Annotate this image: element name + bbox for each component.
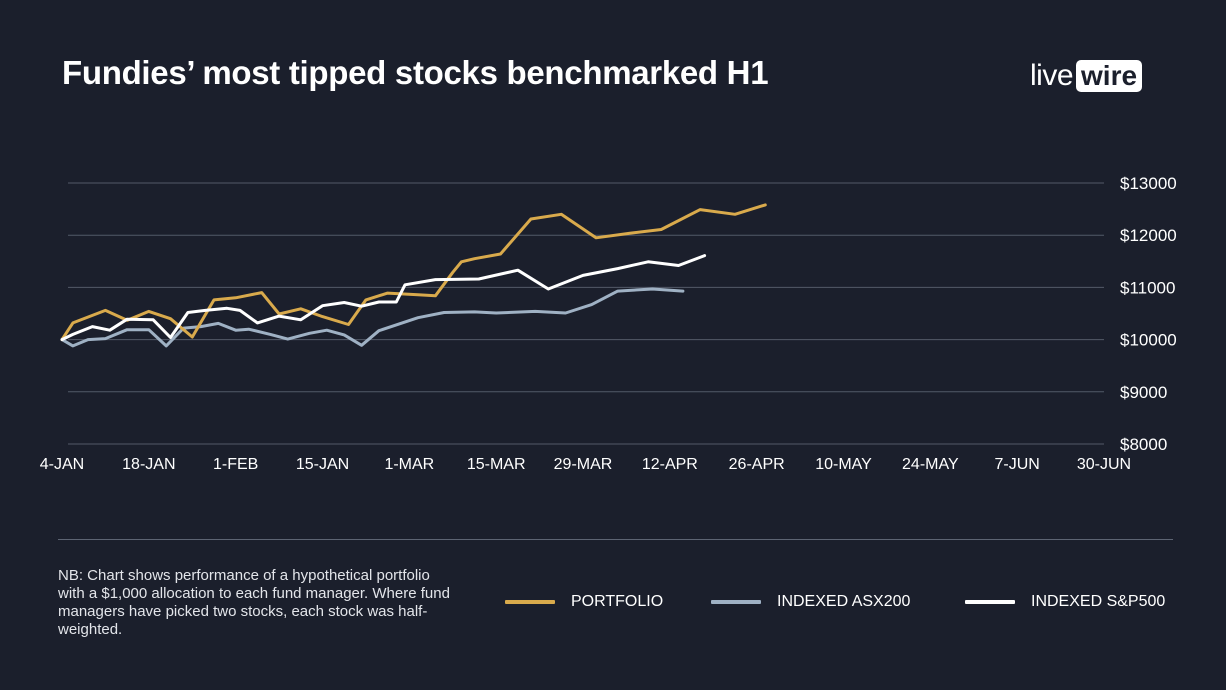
x-tick-label: 24-MAY xyxy=(902,456,959,473)
x-tick-label: 30-JUN xyxy=(1077,456,1131,473)
y-tick-label: $9000 xyxy=(1120,383,1167,402)
x-tick-label: 29-MAR xyxy=(554,456,613,473)
x-tick-label: 15-MAR xyxy=(467,456,526,473)
series-line-indexed-s-p500 xyxy=(60,254,707,342)
legend-swatch-portfolio xyxy=(505,600,555,604)
x-tick-label: 1-MAR xyxy=(384,456,434,473)
x-tick-label: 26-APR xyxy=(729,456,785,473)
series-line-indexed-asx200 xyxy=(60,287,685,348)
y-tick-label: $12000 xyxy=(1120,226,1177,245)
y-tick-label: $11000 xyxy=(1120,278,1175,297)
logo-live-text: live xyxy=(1030,59,1074,92)
legend-item-portfolio: PORTFOLIO xyxy=(505,592,663,612)
x-tick-label: 12-APR xyxy=(642,456,698,473)
x-tick-label: 4-JAN xyxy=(40,456,84,473)
legend-swatch-asx200 xyxy=(711,600,761,604)
legend-swatch-sp500 xyxy=(965,600,1015,604)
x-tick-label: 10-MAY xyxy=(815,456,872,473)
y-tick-label: $13000 xyxy=(1120,174,1177,193)
x-tick-label: 7-JUN xyxy=(994,456,1039,473)
x-tick-label: 1-FEB xyxy=(213,456,258,473)
chart-title: Fundies’ most tipped stocks benchmarked … xyxy=(62,54,769,91)
y-tick-label: $10000 xyxy=(1120,331,1177,350)
series-line-portfolio xyxy=(60,203,767,342)
footnote: NB: Chart shows performance of a hypothe… xyxy=(58,567,450,638)
legend-label-sp500: INDEXED S&P500 xyxy=(1031,593,1166,610)
legend-label-asx200: INDEXED ASX200 xyxy=(777,593,911,610)
logo-wire-text: wire xyxy=(1076,60,1143,92)
legend-label-portfolio: PORTFOLIO xyxy=(571,593,664,610)
x-tick-label: 18-JAN xyxy=(122,456,175,473)
x-tick-label: 15-JAN xyxy=(296,456,349,473)
livewire-logo: live wire xyxy=(1030,58,1143,94)
legend-item-asx200: INDEXED ASX200 xyxy=(711,592,910,612)
footer-divider xyxy=(58,539,1173,540)
legend-item-sp500: INDEXED S&P500 xyxy=(965,592,1165,612)
y-tick-label: $8000 xyxy=(1120,435,1167,454)
